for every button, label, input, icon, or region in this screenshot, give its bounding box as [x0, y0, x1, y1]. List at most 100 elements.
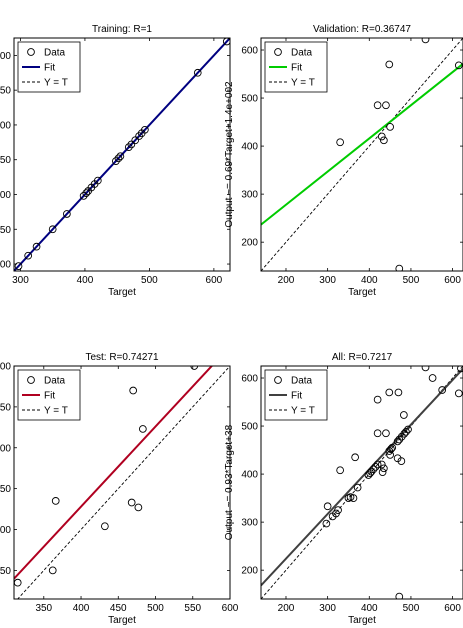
- data-point: [322, 519, 331, 528]
- data-point: [139, 425, 147, 433]
- data-point: [101, 522, 109, 531]
- axes-box: [13, 365, 231, 600]
- axes-box: [13, 37, 231, 272]
- x-tick-label: 600: [206, 275, 223, 286]
- x-tick-label: 600: [444, 275, 461, 286]
- x-tick-label: 350: [35, 603, 52, 614]
- x-axis-label: Target: [348, 287, 376, 298]
- data-point: [393, 437, 402, 446]
- x-tick-label: 400: [77, 275, 94, 286]
- data-point: [124, 143, 133, 152]
- x-axis-label: Target: [108, 287, 136, 298]
- data-point: [14, 262, 23, 270]
- x-tick-label: 400: [361, 603, 378, 614]
- y-tick-label: 450: [0, 155, 11, 166]
- data-point: [129, 386, 138, 395]
- data-layer: [14, 366, 230, 599]
- legend-label-identity: Y = T: [44, 406, 68, 417]
- y-tick-label: 600: [241, 46, 258, 57]
- legend-label-data: Data: [291, 376, 313, 387]
- data-point: [112, 157, 120, 165]
- legend: Data Fit Y = T: [17, 369, 81, 421]
- y-tick-label: 550: [0, 86, 11, 97]
- y-tick-label: 500: [0, 443, 11, 454]
- data-point: [79, 192, 88, 200]
- data-point: [386, 451, 394, 459]
- legend-label-data: Data: [44, 376, 66, 387]
- data-point: [373, 429, 382, 438]
- data-point: [373, 460, 382, 469]
- x-axis-label: Target: [108, 615, 136, 626]
- identity-line: [17, 366, 230, 599]
- data-point: [127, 498, 136, 507]
- y-tick-label: 200: [241, 566, 258, 577]
- data-point: [51, 497, 60, 505]
- data-point: [421, 366, 430, 372]
- y-tick-label: 300: [0, 260, 11, 271]
- data-point: [380, 464, 388, 473]
- legend-label-fit: Fit: [44, 391, 55, 402]
- data-point: [421, 38, 430, 44]
- legend-label-data: Data: [44, 48, 66, 59]
- fit-line: [14, 366, 214, 580]
- data-point: [373, 101, 382, 110]
- y-tick-label: 200: [241, 238, 258, 249]
- data-point: [394, 388, 403, 397]
- data-point: [116, 152, 125, 161]
- x-tick-label: 300: [319, 603, 336, 614]
- legend: Data Fit Y = T: [17, 41, 81, 93]
- chart-panel-2: 350 400 450 500 550 600 350 400 450 500 550 600 Test…: [0, 352, 239, 626]
- chart-title: Test: R=0.74271: [85, 352, 159, 363]
- data-point: [193, 68, 202, 77]
- data-point: [457, 366, 463, 373]
- x-tick-label: 500: [147, 603, 164, 614]
- x-tick-label: 600: [444, 603, 461, 614]
- y-tick-label: 300: [241, 518, 258, 529]
- legend-marker-data: [274, 376, 282, 384]
- data-point: [454, 61, 463, 70]
- legend-marker-data: [27, 48, 35, 56]
- data-point: [378, 468, 387, 477]
- data-point: [373, 395, 382, 404]
- x-tick-label: 400: [361, 275, 378, 286]
- data-point: [404, 425, 412, 434]
- y-tick-label: 600: [0, 362, 11, 373]
- data-point: [48, 566, 57, 575]
- data-point: [93, 176, 102, 185]
- y-tick-label: 550: [0, 402, 11, 413]
- y-axis-label: Output ~= 0.69*Target+1.4e+002: [224, 81, 235, 228]
- y-tick-label: 400: [241, 142, 258, 153]
- x-tick-label: 450: [110, 603, 127, 614]
- data-point: [400, 411, 408, 419]
- data-point: [24, 251, 33, 260]
- chart-title: Validation: R=0.36747: [313, 24, 411, 35]
- axes-box: [260, 37, 463, 272]
- chart-title: All: R=0.7217: [332, 352, 393, 363]
- legend-label-identity: Y = T: [291, 406, 315, 417]
- fit-line: [261, 63, 463, 226]
- data-point: [369, 465, 378, 474]
- data-point: [141, 125, 149, 134]
- y-tick-label: 600: [241, 374, 258, 385]
- data-point: [382, 429, 390, 438]
- y-tick-label: 350: [0, 225, 11, 236]
- data-point: [400, 429, 409, 438]
- legend-marker-data: [27, 376, 35, 384]
- data-point: [135, 132, 143, 140]
- x-tick-label: 550: [184, 603, 201, 614]
- data-point: [353, 483, 362, 492]
- data-point: [380, 136, 388, 145]
- x-tick-label: 200: [278, 603, 295, 614]
- chart-title: Training: R=1: [92, 24, 152, 35]
- data-point: [336, 466, 344, 475]
- data-point: [377, 460, 386, 469]
- legend: Data Fit Y = T: [264, 41, 328, 93]
- x-tick-label: 400: [73, 603, 90, 614]
- y-tick-label: 400: [0, 525, 11, 536]
- data-point: [395, 264, 404, 271]
- x-tick-label: 500: [141, 275, 158, 286]
- legend: Data Fit Y = T: [264, 369, 328, 421]
- data-point: [388, 443, 397, 452]
- data-point: [377, 132, 386, 141]
